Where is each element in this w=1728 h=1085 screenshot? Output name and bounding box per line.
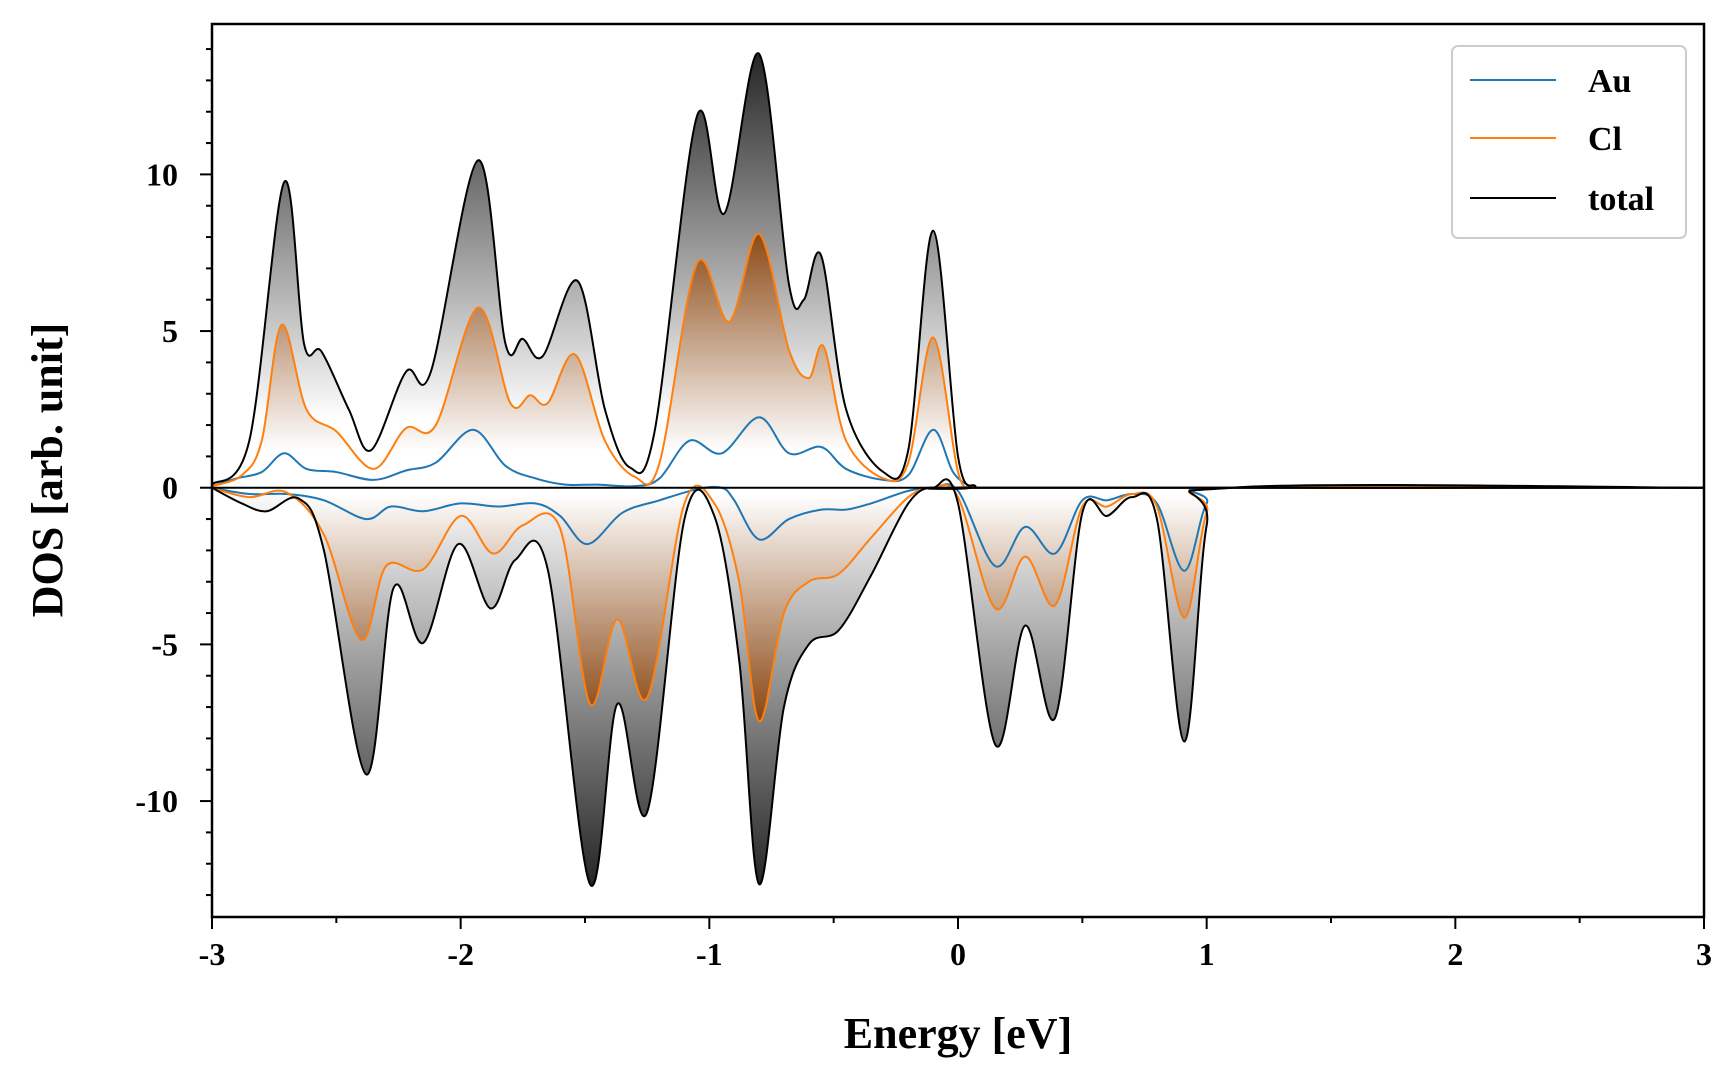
y-tick-label: -10: [135, 783, 178, 819]
x-axis: -3 -2 -1 0 1 2 3: [199, 917, 1712, 972]
y-axis-title: DOS [arb. unit]: [23, 323, 72, 618]
y-tick-label: 5: [162, 313, 178, 349]
line-total-spin-up: [212, 52, 1704, 490]
line-total-spin-down: [212, 478, 1704, 887]
dos-series-lines: [212, 52, 1704, 887]
line-au-spin-up: [212, 416, 1704, 489]
y-tick-label: -5: [151, 626, 178, 662]
x-axis-title: Energy [eV]: [844, 1009, 1073, 1058]
y-tick-label: 10: [146, 156, 178, 192]
legend-label-cl: Cl: [1588, 121, 1622, 158]
x-tick-label: 0: [950, 936, 966, 972]
x-tick-label: 3: [1696, 936, 1712, 972]
x-tick-label: 2: [1447, 936, 1463, 972]
legend-label-au: Au: [1588, 63, 1631, 100]
fill-cl-spin-up: [212, 233, 1704, 488]
y-axis: -10 -5 0 5 10: [135, 48, 212, 897]
legend-box: [1451, 45, 1687, 239]
x-tick-label: -3: [199, 936, 226, 972]
legend-label-total: total: [1588, 181, 1654, 218]
x-tick-label: -1: [696, 936, 723, 972]
x-tick-label: -2: [447, 936, 474, 972]
legend: Au Cl total: [1451, 45, 1687, 239]
y-tick-label: 0: [162, 470, 178, 506]
line-cl-spin-up: [212, 232, 1704, 489]
x-tick-label: 1: [1199, 936, 1215, 972]
